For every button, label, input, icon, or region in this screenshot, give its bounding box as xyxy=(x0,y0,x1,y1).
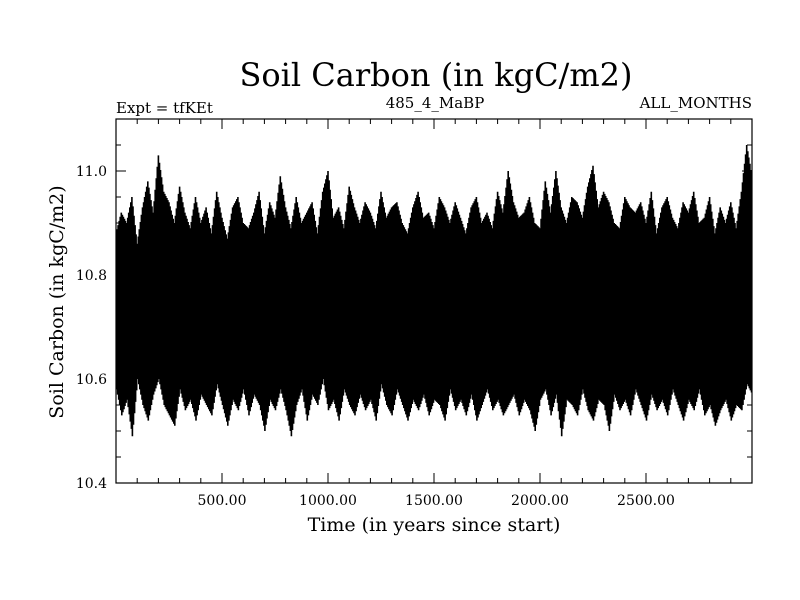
plot-area xyxy=(116,144,752,437)
x-tick-label: 1500.00 xyxy=(405,493,463,509)
x-axis-label: Time (in years since start) xyxy=(308,514,561,536)
y-tick-label: 10.4 xyxy=(76,476,107,492)
x-tick-label: 1000.00 xyxy=(299,493,357,509)
series-line xyxy=(116,144,752,437)
x-tick-label: 500.00 xyxy=(198,493,247,509)
period-label: 485_4_MaBP xyxy=(386,94,485,112)
x-tick-label: 2500.00 xyxy=(617,493,675,509)
plot-frame xyxy=(115,118,753,484)
axis-ticks: 500.00 1000.00 1500.00 2000.00 2500.00 10.4 10… xyxy=(76,119,752,509)
y-tick-label: 10.6 xyxy=(76,372,107,388)
y-axis-label: Soil Carbon (in kgC/m2) xyxy=(46,185,68,418)
y-tick-label: 10.8 xyxy=(76,268,107,284)
months-label: ALL_MONTHS xyxy=(639,94,752,112)
experiment-label: Expt = tfKEt xyxy=(116,99,213,117)
x-tick-label: 2000.00 xyxy=(511,493,569,509)
chart-title: Soil Carbon (in kgC/m2) xyxy=(239,56,632,94)
y-tick-label: 11.0 xyxy=(76,164,107,180)
